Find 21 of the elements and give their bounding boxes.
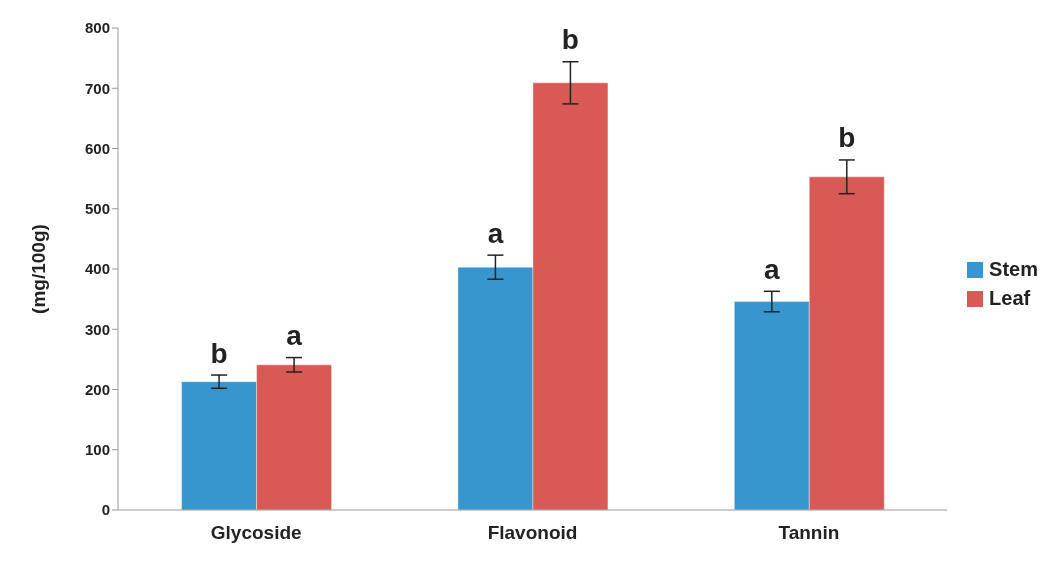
legend-label: Leaf	[989, 287, 1031, 310]
y-axis-title: (mg/100g)	[27, 224, 49, 314]
annotation: a	[764, 253, 780, 285]
y-tick-label: 500	[84, 200, 110, 218]
y-tick-label: 100	[84, 441, 110, 459]
annotation: a	[286, 320, 303, 352]
x-tick-label: Flavonoid	[487, 522, 578, 544]
legend-label: Stem	[989, 258, 1038, 281]
y-tick-label: 300	[84, 320, 110, 338]
y-tick-label: 800	[84, 19, 110, 37]
y-tick-label: 0	[101, 501, 110, 519]
y-tick-label: 600	[84, 139, 110, 157]
annotation: b	[838, 122, 856, 154]
annotation: a	[487, 217, 504, 249]
y-tick-label: 700	[84, 79, 110, 97]
x-tick-label: Tannin	[778, 522, 840, 544]
annotation: b	[210, 337, 228, 369]
annotation: b	[561, 24, 579, 56]
y-tick-label: 400	[84, 260, 110, 278]
y-tick-label: 200	[84, 380, 110, 398]
x-tick-label: Glycoside	[210, 522, 302, 544]
